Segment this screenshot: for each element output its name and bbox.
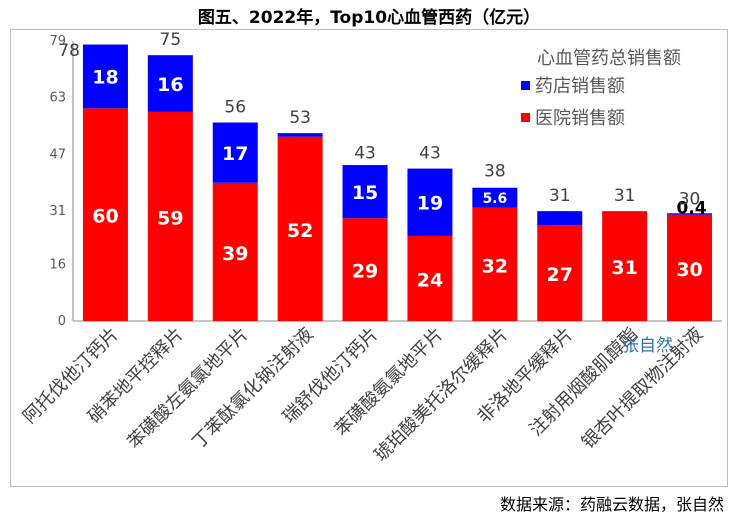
category-label: 苯磺酸左氨氯地平片 <box>123 324 252 453</box>
total-value-label: 30 <box>679 190 701 210</box>
chart-frame <box>10 29 728 487</box>
source-note: 数据来源：药融云数据，张自然 <box>499 495 724 514</box>
hospital-value-label: 32 <box>482 255 508 277</box>
bar-hospital-2 <box>147 111 193 321</box>
store-value-label: 19 <box>417 192 443 214</box>
bar-hospital-7 <box>472 207 518 321</box>
total-value-label: 43 <box>354 144 376 164</box>
bar-store-10 <box>667 213 713 215</box>
bar-hospital-8 <box>537 225 583 321</box>
bar-hospital-4 <box>277 136 323 321</box>
store-value-label: 17 <box>222 143 248 165</box>
store-value-label: 15 <box>352 182 378 204</box>
y-tick-label: 63 <box>49 91 66 106</box>
bar-store-6 <box>407 168 453 236</box>
legend-label-hospital: 医院销售额 <box>535 108 625 129</box>
bar-hospital-10 <box>667 214 713 321</box>
total-value-label: 38 <box>484 161 506 181</box>
bar-hospital-5 <box>342 218 388 321</box>
watermark-text: 张自然 <box>622 336 673 356</box>
total-value-label: 56 <box>224 98 246 118</box>
hospital-value-label: 27 <box>547 264 573 286</box>
bar-store-2 <box>147 55 193 112</box>
category-label: 丁苯酞氯化钠注射液 <box>188 324 317 453</box>
bar-store-8 <box>537 211 583 226</box>
bar-hospital-3 <box>212 182 258 321</box>
y-tick-label: 31 <box>49 204 66 219</box>
store-value-label: 16 <box>157 74 183 96</box>
chart-title: 图五、2022年，Top10心血管西药（亿元） <box>197 8 541 28</box>
legend-swatch-hospital <box>521 113 530 122</box>
hospital-value-label: 60 <box>92 206 118 228</box>
bar-store-1 <box>82 44 128 109</box>
hospital-value-label: 52 <box>287 220 313 242</box>
bar-hospital-6 <box>407 235 453 321</box>
hospital-value-label: 24 <box>417 269 443 291</box>
total-value-label: 75 <box>160 30 182 50</box>
y-tick-label: 47 <box>49 147 66 162</box>
hospital-value-label: 30 <box>676 259 702 281</box>
store-value-label: 0.4 <box>676 199 706 219</box>
bar-store-5 <box>342 165 388 219</box>
store-value-label: 5.6 <box>482 191 507 207</box>
store-value-label: 18 <box>92 67 118 89</box>
total-value-label: 78 <box>58 41 80 61</box>
legend-label-store: 药店销售额 <box>535 76 625 97</box>
total-value-label: 31 <box>614 186 636 206</box>
y-tick-label: 0 <box>58 314 66 329</box>
bar-hospital-9 <box>602 211 648 321</box>
category-label: 苯磺酸氨氯地平片 <box>331 324 448 441</box>
y-tick-label: 79 <box>49 34 66 49</box>
legend-title: 心血管药总销售额 <box>537 48 681 69</box>
hospital-value-label: 29 <box>352 261 378 283</box>
total-value-label: 43 <box>419 144 441 164</box>
y-tick-label: 16 <box>49 257 66 272</box>
bar-store-3 <box>212 122 258 183</box>
legend-swatch-store <box>521 81 530 90</box>
hospital-value-label: 39 <box>222 243 248 265</box>
hospital-value-label: 59 <box>157 207 183 229</box>
bar-store-4 <box>277 133 323 137</box>
bar-store-7 <box>472 187 518 208</box>
hospital-value-label: 31 <box>611 257 637 279</box>
bar-hospital-1 <box>82 108 128 322</box>
total-value-label: 31 <box>549 186 571 206</box>
total-value-label: 53 <box>289 108 311 128</box>
